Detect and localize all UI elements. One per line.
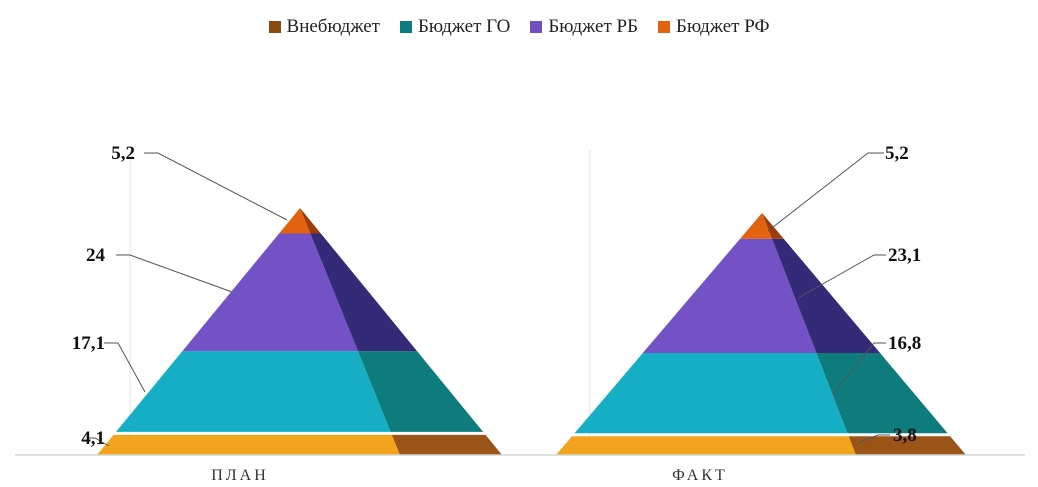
leader-line-1-0 <box>857 434 890 444</box>
leader-line-0-3 <box>144 152 288 221</box>
legend-label-budget-rf: Бюджет РФ <box>676 16 770 37</box>
legend-swatch-budget-rf <box>658 21 671 33</box>
pyramid-segment-0-0-front <box>97 434 400 455</box>
legend-swatch-budget-rb <box>530 21 543 33</box>
legend-item-vnebudzhet: Внебюджет <box>268 16 380 38</box>
data-label-0-0: 4,1 <box>81 428 105 449</box>
pyramid-segment-1-1-front <box>574 353 848 434</box>
category-label-fakt: ФАКТ <box>672 467 728 484</box>
pyramid-segment-0-2-side <box>310 233 418 352</box>
pyramid-segment-1-2-side <box>771 238 881 354</box>
data-label-0-3: 5,2 <box>111 143 135 164</box>
pyramid-segment-0-2-front <box>182 233 358 352</box>
legend-swatch-vnebudzhet <box>268 21 281 33</box>
legend-label-vnebudzhet: Внебюджет <box>286 16 380 37</box>
legend-item-budget-go: Бюджет ГО <box>399 16 511 38</box>
pyramid-segment-0-1-side <box>357 351 484 432</box>
data-label-1-1: 16,8 <box>888 333 921 354</box>
leader-line-0-2 <box>116 254 233 293</box>
leader-line-0-1 <box>104 342 146 393</box>
data-label-1-2: 23,1 <box>888 245 921 266</box>
data-label-0-2: 24 <box>86 245 106 266</box>
pyramid-segment-1-0-side <box>848 436 966 455</box>
legend-item-budget-rf: Бюджет РФ <box>658 16 769 38</box>
pyramid-segment-1-2-front <box>642 238 817 354</box>
category-label-plan: ПЛАН <box>211 467 269 484</box>
pyramid-segment-1-0-front <box>556 436 856 455</box>
legend: Внебюджет Бюджет ГО Бюджет РБ Бюджет РФ <box>0 16 1038 38</box>
data-label-1-0: 3,8 <box>893 425 917 446</box>
legend-label-budget-go: Бюджет ГО <box>417 16 511 37</box>
leader-line-0-0 <box>88 437 110 447</box>
pyramid-segment-0-1-front <box>115 351 391 432</box>
data-label-0-1: 17,1 <box>72 333 105 354</box>
leader-line-1-2 <box>797 254 886 299</box>
leader-line-1-3 <box>767 152 884 232</box>
pyramid-segment-0-3-front <box>279 208 311 234</box>
legend-label-budget-rb: Бюджет РБ <box>548 16 639 37</box>
data-label-1-3: 5,2 <box>885 143 909 164</box>
pyramid-segment-0-3-side <box>300 208 321 234</box>
pyramid-segment-1-3-front <box>740 213 772 239</box>
legend-swatch-budget-go <box>399 21 412 33</box>
legend-item-budget-rb: Бюджет РБ <box>530 16 638 38</box>
pyramid-segment-1-3-side <box>762 213 784 239</box>
pyramid-segment-0-0-side <box>391 434 502 455</box>
leader-line-1-1 <box>832 342 886 395</box>
